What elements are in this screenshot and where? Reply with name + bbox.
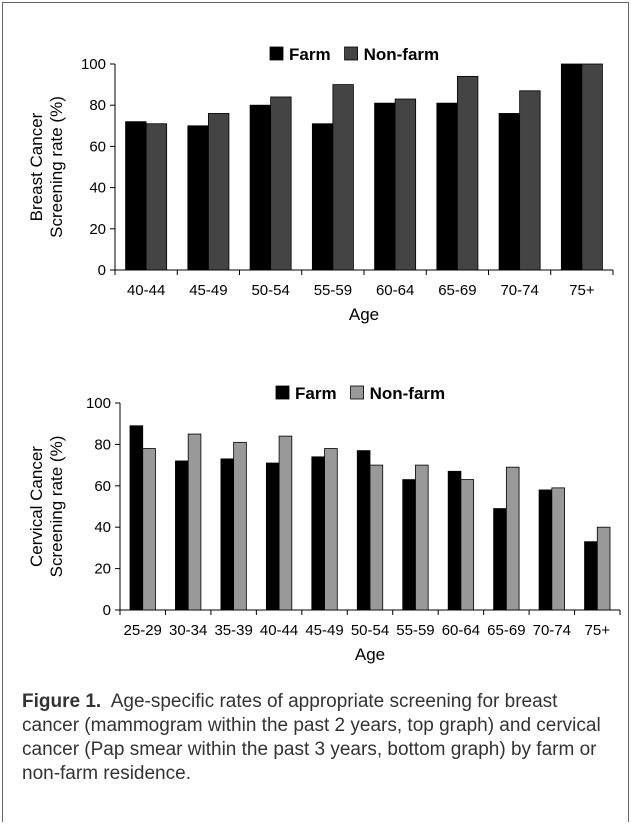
bar-farm-45-49	[187, 125, 209, 271]
y-tick-label: 0	[103, 602, 111, 619]
bar-non-farm-50-54	[270, 96, 292, 271]
bar-farm-65-69	[436, 102, 458, 271]
bar-non-farm-40-44	[278, 435, 293, 611]
bar-farm-40-44	[265, 462, 280, 611]
y-tick-label: 40	[89, 180, 106, 197]
legend-swatch-non-farm	[344, 46, 358, 61]
bar-farm-75+	[560, 63, 583, 271]
bar-farm-45-49	[311, 456, 325, 611]
figure-caption: Figure 1. Age-specific rates of appropri…	[22, 690, 612, 786]
legend-swatch-non-farm	[350, 385, 364, 400]
x-tick-label: 65-69	[438, 282, 476, 299]
x-tick-label: 65-69	[487, 622, 525, 639]
bar-farm-25-29	[129, 425, 144, 611]
y-tick-label: 60	[89, 138, 106, 155]
y-tick-label: 20	[89, 221, 106, 238]
x-tick-label: 75+	[585, 622, 611, 639]
bar-non-farm-70-74	[551, 487, 565, 611]
x-axis-title: Age	[349, 305, 379, 324]
x-tick-label: 40-44	[127, 282, 165, 299]
x-tick-label: 55-59	[396, 622, 434, 639]
bar-non-farm-75+	[581, 63, 603, 271]
y-axis-title: Screening rate (%)	[47, 96, 66, 238]
bar-farm-70-74	[538, 489, 553, 611]
x-tick-label: 55-59	[314, 282, 352, 299]
bar-non-farm-60-64	[394, 98, 417, 271]
legend-swatch-farm	[269, 46, 284, 61]
x-tick-label: 70-74	[500, 282, 538, 299]
bar-farm-60-64	[447, 470, 462, 611]
y-tick-label: 100	[81, 56, 106, 73]
x-tick-label: 45-49	[305, 622, 343, 639]
y-tick-label: 20	[94, 561, 111, 578]
bar-non-farm-25-29	[142, 448, 156, 611]
y-tick-label: 100	[86, 395, 111, 412]
bar-non-farm-55-59	[332, 84, 354, 271]
bar-non-farm-40-44	[145, 123, 168, 271]
bar-non-farm-50-54	[369, 464, 384, 611]
bar-non-farm-75+	[596, 526, 611, 611]
bar-farm-65-69	[493, 508, 507, 611]
bar-farm-75+	[584, 541, 598, 611]
legend-label-farm: Farm	[289, 45, 331, 64]
x-tick-label: 75+	[569, 282, 595, 299]
y-tick-label: 60	[94, 478, 111, 495]
bar-farm-55-59	[311, 123, 334, 271]
x-tick-label: 40-44	[260, 622, 298, 639]
legend-label-farm: Farm	[295, 384, 337, 403]
legend-swatch-farm	[275, 385, 290, 400]
bar-farm-70-74	[498, 113, 521, 271]
y-tick-label: 80	[94, 436, 111, 453]
bar-non-farm-70-74	[519, 90, 541, 271]
x-tick-label: 50-54	[351, 622, 389, 639]
bar-farm-50-54	[249, 104, 272, 271]
y-tick-label: 80	[89, 97, 106, 114]
y-axis-title: Breast Cancer	[27, 112, 46, 221]
breast-cancer-chart: 0 20 40 60 80 100 40-44 45-49 50-54 55-59 60-64 65-…	[27, 45, 614, 324]
x-tick-label: 35-39	[214, 622, 252, 639]
caption-label: Figure 1.	[22, 691, 102, 712]
x-tick-label: 25-29	[124, 622, 162, 639]
x-tick-label: 45-49	[189, 282, 227, 299]
bar-non-farm-60-64	[460, 479, 475, 611]
x-tick-label: 50-54	[251, 282, 289, 299]
bar-farm-40-44	[125, 121, 147, 271]
y-axis-title: Cervical Cancer	[27, 446, 46, 567]
x-tick-label: 60-64	[376, 282, 414, 299]
y-tick-label: 0	[98, 262, 106, 279]
cervical-cancer-chart: 0 20 40 60 80 100 25-29 30-34 35-39 40-44 45-49 50-…	[27, 384, 621, 664]
bar-non-farm-55-59	[415, 464, 429, 611]
caption-text: Age-specific rates of appropriate screen…	[22, 691, 601, 784]
bar-farm-60-64	[374, 102, 396, 271]
bar-farm-50-54	[356, 450, 371, 611]
bar-non-farm-45-49	[324, 448, 338, 611]
y-tick-label: 40	[94, 519, 111, 536]
legend-label-non-farm: Non-farm	[364, 45, 440, 64]
bar-non-farm-65-69	[456, 75, 479, 271]
bar-farm-55-59	[402, 479, 416, 611]
x-tick-label: 60-64	[442, 622, 480, 639]
x-tick-label: 70-74	[533, 622, 571, 639]
bar-farm-30-34	[175, 460, 189, 611]
x-axis-title: Age	[355, 645, 385, 664]
bar-farm-35-39	[220, 458, 235, 611]
bar-non-farm-65-69	[505, 466, 520, 611]
bar-non-farm-30-34	[187, 433, 202, 611]
y-axis-title: Screening rate (%)	[47, 436, 66, 578]
bar-non-farm-35-39	[233, 441, 247, 611]
bar-non-farm-45-49	[207, 113, 230, 271]
x-tick-label: 30-34	[169, 622, 207, 639]
legend-label-non-farm: Non-farm	[370, 384, 446, 403]
